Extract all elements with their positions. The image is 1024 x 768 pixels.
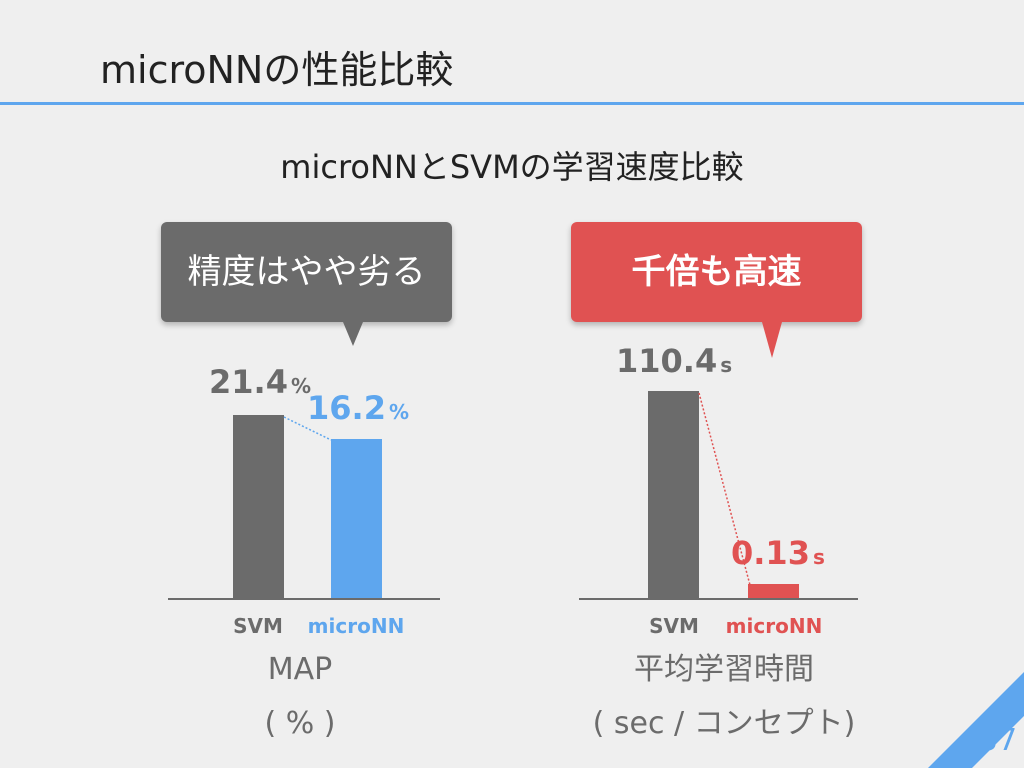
map-value-label-micronn: 16.2% [307, 389, 409, 427]
speed-callout-pointer [762, 322, 782, 358]
page-corner-triangle [928, 672, 1024, 768]
time-axis-label: 平均学習時間 [634, 652, 814, 687]
time-value-label-micronn: 0.13 s [731, 534, 825, 572]
slide-title: microNNの性能比較 [100, 48, 454, 92]
map-bar-micronn [331, 439, 382, 598]
time-category-micronn: microNN [725, 614, 823, 638]
map-category-svm: SVM [233, 614, 283, 638]
time-axis-unit: ( sec / コンセプト) [592, 706, 856, 741]
map-axis-label: MAP [267, 652, 333, 687]
title-underline [0, 102, 1024, 105]
time-value-label-svm: 110.4 s [616, 342, 733, 380]
time-bar-micronn [748, 584, 799, 598]
map-value-label-svm: 21.4% [209, 363, 311, 401]
map-category-micronn: microNN [307, 614, 405, 638]
accuracy-callout-pointer [343, 322, 363, 346]
speed-callout: 千倍も高速 [571, 222, 862, 322]
time-chart-baseline [579, 598, 858, 600]
time-bar-svm [648, 391, 699, 598]
map-bar-svm [233, 415, 284, 598]
accuracy-callout: 精度はやや劣る [161, 222, 452, 322]
page-number: 37 [978, 723, 1018, 758]
time-category-svm: SVM [649, 614, 699, 638]
map-axis-unit: ( % ) [264, 706, 336, 741]
slide-subtitle: microNNとSVMの学習速度比較 [280, 148, 744, 186]
map-chart-baseline [168, 598, 440, 600]
